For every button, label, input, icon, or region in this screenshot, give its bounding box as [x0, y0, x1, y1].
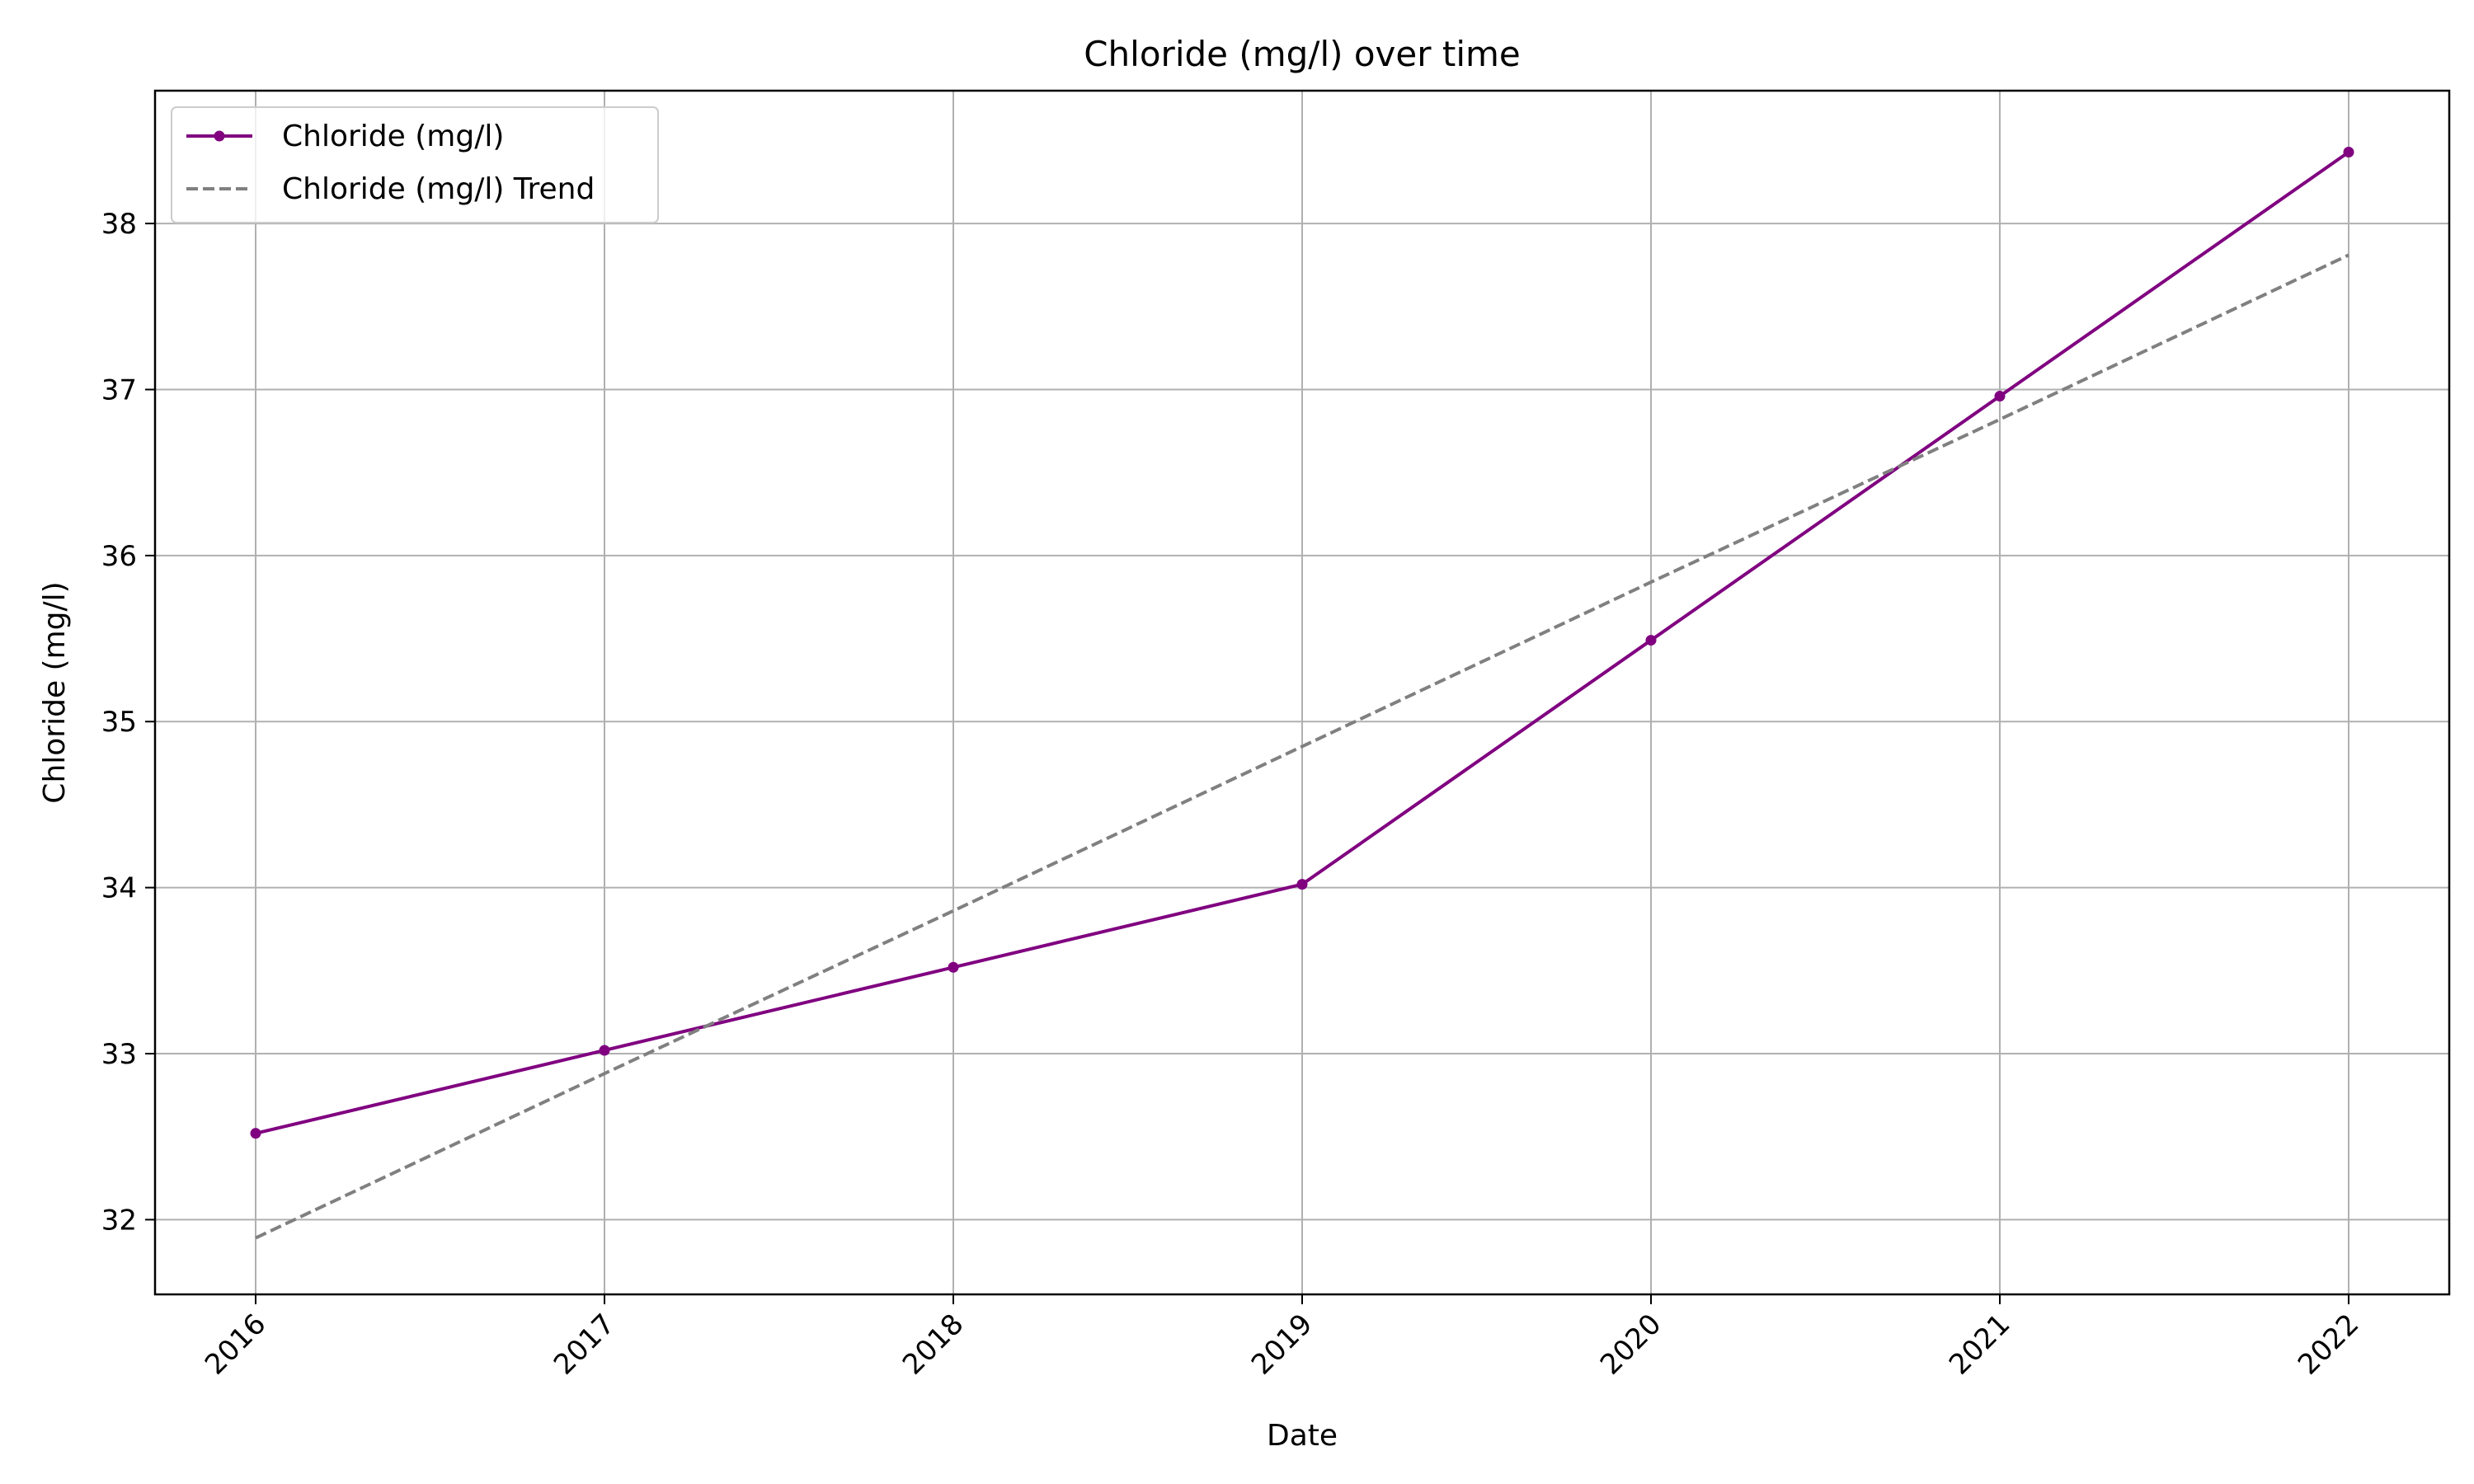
data-point-series-0 — [1296, 879, 1308, 890]
y-tick-label: 35 — [101, 706, 137, 739]
legend-label-series-0: Chloride (mg/l) — [282, 120, 504, 153]
legend-marker-series-0 — [214, 130, 225, 142]
data-point-series-0 — [1994, 391, 2006, 402]
y-axis-label: Chloride (mg/l) — [38, 581, 72, 803]
series-layer — [250, 147, 2354, 1240]
y-tick-label: 36 — [101, 540, 137, 573]
y-tick-label: 37 — [101, 373, 137, 406]
legend: Chloride (mg/l) Chloride (mg/l) Trend — [171, 106, 659, 223]
data-point-series-0 — [2343, 147, 2354, 158]
y-tick-label: 32 — [101, 1204, 137, 1237]
chart-title: Chloride (mg/l) over time — [1084, 34, 1521, 74]
y-tick-label: 33 — [101, 1038, 137, 1071]
legend-box — [171, 106, 659, 223]
data-point-series-0 — [250, 1128, 261, 1139]
legend-label-series-1: Chloride (mg/l) Trend — [282, 172, 595, 206]
data-point-series-0 — [948, 961, 959, 973]
x-axis-label: Date — [1267, 1419, 1338, 1453]
y-tick-label: 34 — [101, 872, 137, 905]
y-tick-label: 38 — [101, 208, 137, 241]
series-line-1 — [255, 253, 2349, 1240]
data-point-series-0 — [599, 1045, 610, 1056]
data-point-series-0 — [1645, 635, 1657, 646]
